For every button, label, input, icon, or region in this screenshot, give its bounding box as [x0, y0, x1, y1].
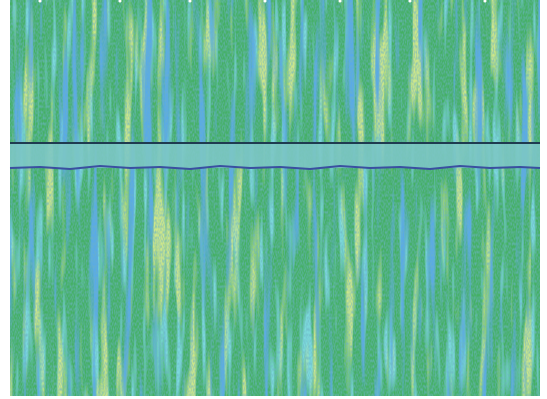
band — [10, 144, 540, 168]
grain — [10, 0, 540, 396]
dot — [338, 0, 342, 3]
dot — [483, 0, 487, 3]
dot — [408, 0, 412, 3]
dot — [38, 0, 42, 3]
band-bottom-line — [9, 164, 541, 171]
top-dots — [38, 0, 487, 3]
dot — [118, 0, 122, 3]
image-area — [9, 0, 541, 396]
dot — [263, 0, 267, 3]
dot — [188, 0, 192, 3]
